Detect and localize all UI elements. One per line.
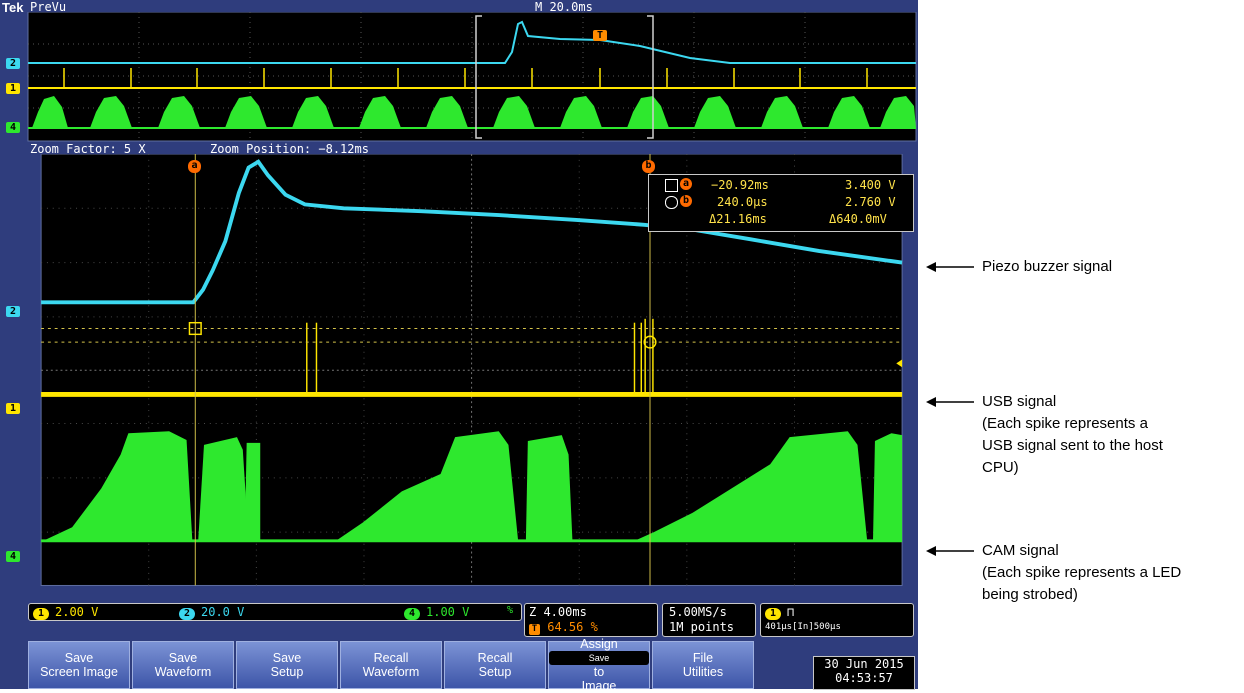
usb-annotation-line: USB signal sent to the host	[982, 437, 1163, 454]
ch4-bw-indicator: %	[507, 605, 514, 616]
oscilloscope-screen: Tek PreVu M 20.0ms	[0, 0, 918, 693]
button-label: Save	[64, 651, 94, 665]
save-waveform-button[interactable]: Save Waveform	[132, 641, 234, 689]
button-label: Setup	[478, 665, 512, 679]
ch1-scale-value: 2.00 V	[55, 605, 99, 619]
bottom-menu: Save Screen Image Save Waveform Save Setup …	[0, 637, 918, 693]
cam-arrow-icon	[926, 546, 974, 556]
timebase-readout: M 20.0ms	[535, 0, 593, 14]
channel-scale-box[interactable]: 1 2.00 V 2 20.0 V 4 1.00 V %	[28, 603, 522, 621]
button-label: Image	[581, 679, 617, 693]
button-label: to	[593, 665, 605, 679]
ch1-badge: 1	[33, 608, 49, 620]
cursor-a-badge: a	[680, 178, 692, 190]
ch2-badge: 2	[179, 608, 195, 620]
button-label: Recall	[373, 651, 409, 665]
zoom-ch1-marker: 1	[6, 403, 20, 414]
ch4-scale-value: 1.00 V	[426, 605, 470, 619]
assign-save-button[interactable]: Assign Save to Image	[548, 637, 650, 693]
save-setup-button[interactable]: Save Setup	[236, 641, 338, 689]
zoom-position: Zoom Position: −8.12ms	[210, 142, 369, 156]
readout-row-a: a −20.92ms 3.400 V	[649, 178, 913, 194]
button-label: Utilities	[682, 665, 724, 679]
cursor-a-marker[interactable]: a	[188, 160, 201, 173]
trigger-position-value: 64.56 %	[547, 620, 598, 634]
save-screen-image-button[interactable]: Save Screen Image	[28, 641, 130, 689]
time: 04:53:57	[835, 671, 893, 685]
status-bar: 1 2.00 V 2 20.0 V 4 1.00 V % Z 4.00ms T 64.…	[0, 603, 918, 639]
zoom-ch4-marker: 4	[6, 551, 20, 562]
cam-annotation: CAM signal (Each spike represents a LED …	[982, 540, 1181, 606]
button-label: Save to	[549, 651, 649, 679]
readout-row-b: b 240.0µs 2.760 V	[649, 195, 913, 211]
acquisition-box[interactable]: 5.00MS/s 1M points	[662, 603, 756, 637]
trigger-source-badge: 1	[765, 608, 781, 620]
zoom-scale-box[interactable]: Z 4.00ms T 64.56 %	[524, 603, 658, 637]
cursor-a-volt: 3.400 V	[845, 178, 896, 192]
cursor-b-volt: 2.760 V	[845, 195, 896, 209]
delta-volt: Δ640.0mV	[829, 212, 887, 226]
overview-trigger-marker: T	[593, 30, 607, 41]
date: 30 Jun 2015	[824, 657, 904, 671]
date-time: 30 Jun 2015 04:53:57	[813, 656, 915, 690]
overview-waveform	[27, 12, 917, 142]
recall-setup-button[interactable]: Recall Setup	[444, 641, 546, 689]
delta-time: Δ21.16ms	[709, 212, 767, 226]
button-label: Assign	[580, 637, 618, 651]
record-length: 1M points	[669, 620, 735, 634]
button-label: Setup	[270, 665, 304, 679]
button-label: Screen Image	[40, 665, 118, 679]
ch4-badge: 4	[404, 608, 420, 620]
zoom-factor: Zoom Factor: 5 X	[30, 142, 146, 156]
usb-annotation: USB signal (Each spike represents a USB …	[982, 391, 1163, 479]
square-cursor-icon	[665, 179, 678, 192]
cursor-b-time: 240.0µs	[717, 195, 768, 209]
file-utilities-button[interactable]: File Utilities	[652, 641, 754, 689]
piezo-arrow-icon	[926, 262, 974, 272]
cam-annotation-line: being strobed)	[982, 586, 1078, 603]
sample-rate: 5.00MS/s	[669, 605, 727, 619]
cursor-b-marker[interactable]: b	[642, 160, 655, 173]
ch2-scale: 2 20.0 V	[179, 605, 244, 620]
readout-row-delta: Δ21.16ms Δ640.0mV	[649, 212, 913, 228]
overview-ch4-marker: 4	[6, 122, 20, 133]
ch2-scale-value: 20.0 V	[201, 605, 245, 619]
trigger-badge: T	[529, 624, 540, 635]
cam-annotation-line: (Each spike represents a LED	[982, 564, 1182, 581]
usb-annotation-title: USB signal	[982, 393, 1057, 410]
button-label: Save	[272, 651, 302, 665]
cursor-readout: a −20.92ms 3.400 V b 240.0µs 2.760 V Δ21…	[648, 174, 914, 232]
usb-annotation-line: (Each spike represents a	[982, 415, 1148, 432]
piezo-annotation: Piezo buzzer signal	[982, 258, 1113, 275]
zoom-scale: Z 4.00ms	[529, 605, 587, 619]
trigger-source: 1 ⊓	[765, 605, 794, 620]
recall-waveform-button[interactable]: Recall Waveform	[340, 641, 442, 689]
save-chip: Save	[549, 651, 649, 665]
button-label: Waveform	[154, 665, 212, 679]
button-label: Waveform	[362, 665, 420, 679]
pulse-trigger-icon: ⊓	[787, 605, 795, 619]
circle-cursor-icon	[665, 196, 678, 209]
ch4-scale: 4 1.00 V	[404, 605, 469, 620]
trigger-pulse-range: 401µs[In]500µs	[765, 622, 841, 632]
button-label: Save	[168, 651, 198, 665]
trigger-position: T 64.56 %	[529, 620, 598, 635]
brand-logo: Tek	[2, 0, 24, 15]
button-label: File	[692, 651, 714, 665]
trigger-box[interactable]: 1 ⊓ 401µs[In]500µs	[760, 603, 914, 637]
acquisition-mode: PreVu	[30, 0, 67, 14]
cursor-b-badge: b	[680, 195, 692, 207]
overview-ch2-marker: 2	[6, 58, 20, 69]
overview-ch1-marker: 1	[6, 83, 20, 94]
usb-arrow-icon	[926, 397, 974, 407]
cursor-a-time: −20.92ms	[711, 178, 769, 192]
button-label: Recall	[477, 651, 513, 665]
cam-annotation-title: CAM signal	[982, 542, 1059, 559]
usb-annotation-line: CPU)	[982, 459, 1019, 476]
ch1-scale: 1 2.00 V	[33, 605, 98, 620]
zoom-ch2-marker: 2	[6, 306, 20, 317]
